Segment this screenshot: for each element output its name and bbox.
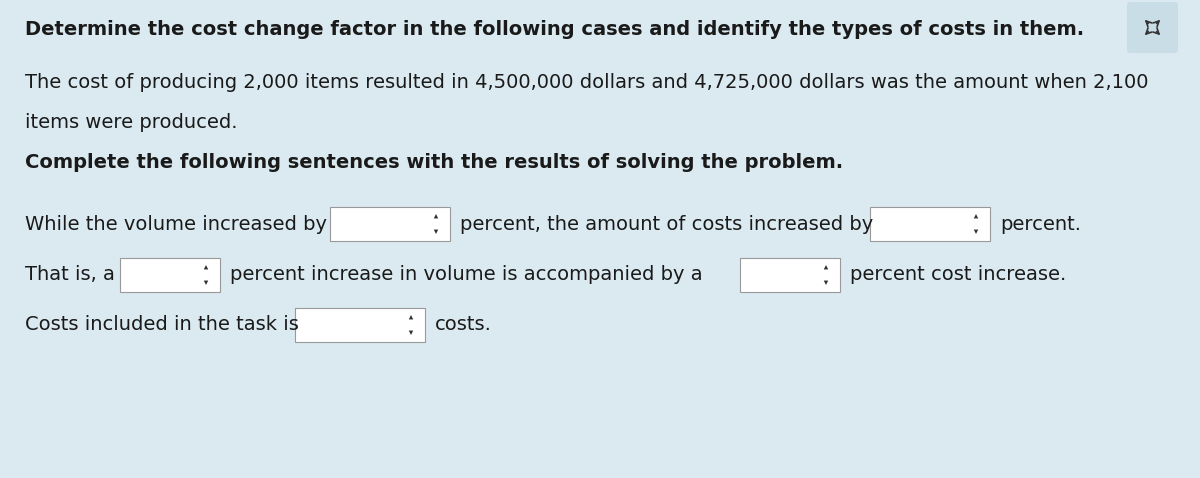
Text: percent increase in volume is accompanied by a: percent increase in volume is accompanie… [230, 265, 703, 284]
Bar [740, 258, 840, 292]
Text: Determine the cost change factor in the following cases and identify the types o: Determine the cost change factor in the … [25, 20, 1084, 39]
Text: percent cost increase.: percent cost increase. [850, 265, 1067, 284]
Text: Costs included in the task is: Costs included in the task is [25, 315, 299, 335]
FancyBboxPatch shape [1127, 2, 1178, 53]
Bar [295, 308, 425, 342]
Text: While the volume increased by: While the volume increased by [25, 215, 326, 233]
Bar [870, 207, 990, 241]
Text: Complete the following sentences with the results of solving the problem.: Complete the following sentences with th… [25, 153, 844, 172]
Bar [120, 258, 220, 292]
Text: items were produced.: items were produced. [25, 113, 238, 132]
Text: costs.: costs. [436, 315, 492, 335]
Text: The cost of producing 2,000 items resulted in 4,500,000 dollars and 4,725,000 do: The cost of producing 2,000 items result… [25, 73, 1148, 92]
Text: percent, the amount of costs increased by: percent, the amount of costs increased b… [460, 215, 874, 233]
Text: percent.: percent. [1000, 215, 1081, 233]
Text: That is, a: That is, a [25, 265, 115, 284]
Bar [330, 207, 450, 241]
